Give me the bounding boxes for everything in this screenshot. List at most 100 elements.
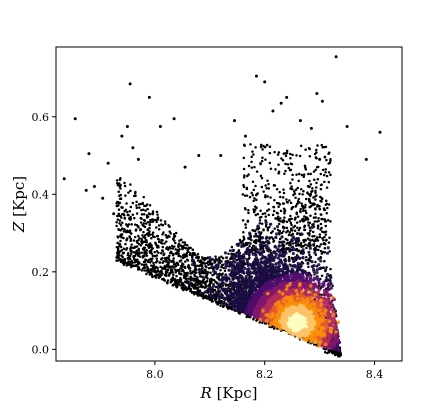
density-point	[291, 235, 295, 239]
density-point	[190, 258, 195, 262]
star-point	[315, 181, 318, 185]
star-point	[290, 217, 293, 221]
star-point	[316, 144, 319, 147]
star-point	[195, 264, 199, 267]
star-point	[295, 202, 299, 206]
star-point	[316, 226, 320, 230]
star-point	[122, 261, 125, 264]
star-point	[117, 208, 121, 211]
star-point	[302, 175, 306, 178]
star-point	[286, 163, 290, 166]
star-point	[165, 274, 168, 278]
star-point	[331, 284, 334, 288]
density-point	[212, 284, 216, 288]
star-point	[288, 199, 291, 202]
star-point	[152, 261, 155, 265]
density-point	[245, 257, 249, 262]
star-point	[258, 219, 262, 222]
star-point	[122, 247, 126, 250]
star-point	[189, 269, 192, 273]
star-point	[115, 224, 118, 228]
star-point	[116, 214, 119, 218]
star-point	[273, 199, 276, 202]
star-point	[295, 212, 298, 216]
star-point	[201, 296, 205, 300]
star-point	[197, 264, 201, 268]
star-point	[235, 258, 239, 262]
star-point	[150, 237, 153, 240]
star-point	[294, 196, 297, 199]
star-point	[185, 243, 189, 247]
star-point	[122, 236, 125, 240]
density-point	[293, 237, 298, 241]
star-point	[316, 205, 319, 208]
star-point	[244, 226, 248, 229]
star-point	[288, 168, 292, 172]
star-point	[130, 223, 133, 226]
star-point	[135, 239, 139, 243]
density-point	[296, 240, 300, 244]
star-point	[131, 201, 135, 205]
star-point	[248, 195, 252, 199]
star-point	[312, 248, 316, 251]
star-point	[161, 250, 165, 253]
star-point	[319, 249, 323, 253]
star-point	[177, 272, 181, 275]
star-point	[119, 239, 122, 243]
star-point	[180, 281, 183, 284]
star-point	[325, 276, 328, 279]
star-point	[308, 194, 312, 197]
star-point	[298, 226, 302, 230]
star-point	[246, 219, 250, 223]
star-point	[215, 282, 219, 285]
star-point	[299, 243, 303, 247]
star-point	[116, 200, 120, 204]
star-point	[296, 232, 299, 235]
star-point	[182, 287, 186, 290]
star-point	[250, 238, 253, 242]
star-point	[308, 147, 311, 151]
star-point	[171, 247, 175, 250]
star-point	[250, 191, 254, 195]
star-point	[151, 218, 154, 221]
star-point	[171, 259, 175, 262]
star-point	[150, 264, 153, 267]
star-point	[287, 255, 291, 259]
star-point	[323, 155, 327, 159]
star-point	[126, 230, 130, 233]
star-point	[209, 277, 213, 281]
star-point	[211, 273, 214, 277]
star-point	[299, 144, 303, 148]
star-point	[160, 277, 164, 281]
star-point	[311, 187, 314, 190]
star-point	[299, 207, 302, 211]
star-point	[276, 153, 280, 156]
star-point	[196, 280, 199, 283]
star-point	[259, 209, 262, 212]
star-point	[214, 280, 217, 284]
star-point	[282, 230, 285, 233]
star-point	[329, 173, 332, 177]
star-point	[327, 241, 331, 244]
star-point	[142, 222, 146, 225]
star-point	[121, 221, 124, 224]
star-point	[279, 219, 282, 223]
star-point	[258, 221, 262, 225]
star-point	[127, 191, 130, 194]
star-point	[328, 350, 331, 354]
star-point	[201, 266, 204, 269]
star-point	[264, 215, 267, 218]
star-point	[252, 153, 255, 156]
star-point	[152, 269, 156, 272]
density-point	[336, 347, 340, 352]
star-point	[242, 235, 245, 239]
star-point	[251, 180, 255, 183]
star-point	[261, 156, 264, 159]
star-point	[273, 150, 276, 154]
star-point	[182, 254, 185, 257]
star-point	[308, 253, 311, 257]
star-point	[242, 185, 246, 189]
star-point	[297, 228, 301, 232]
star-point	[195, 255, 199, 258]
star-point	[282, 152, 286, 155]
